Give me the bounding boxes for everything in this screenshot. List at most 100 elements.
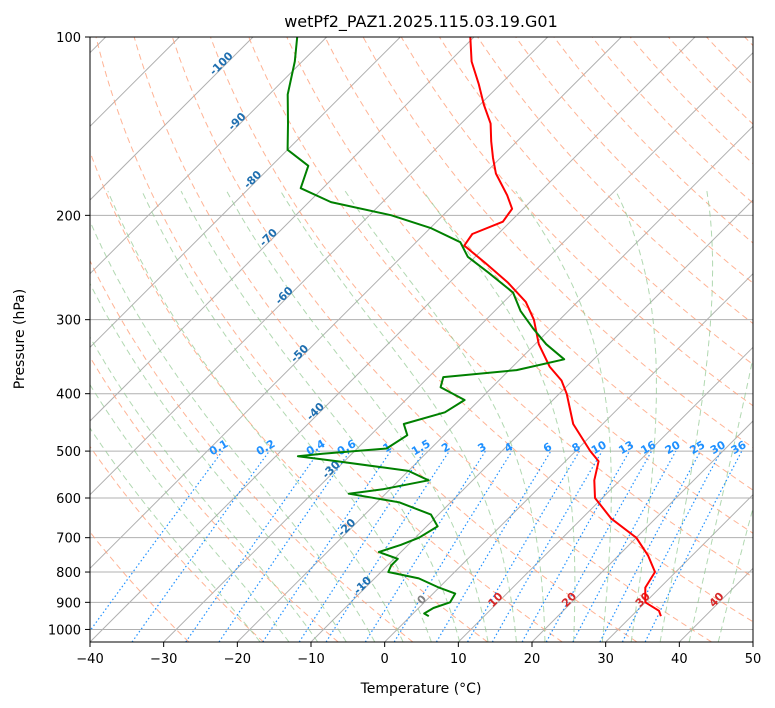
- isotherm-label: -80: [241, 168, 264, 191]
- isotherm-label: -70: [257, 226, 280, 249]
- y-tick-label: 200: [56, 209, 81, 224]
- isotherm-label: 10: [486, 590, 506, 610]
- isotherm-line: [384, 272, 753, 642]
- x-tick-label: −40: [76, 652, 103, 667]
- isotherm-label: 40: [707, 590, 727, 610]
- moist-adiabat: [90, 383, 290, 642]
- isotherm-line: [531, 420, 753, 642]
- x-tick-label: 30: [597, 652, 614, 667]
- y-axis-label: Pressure (hPa): [12, 289, 28, 389]
- isotherm-line: [457, 346, 753, 642]
- mixing-ratio-line: [298, 450, 425, 642]
- mixing-ratio-label: 13: [616, 438, 636, 457]
- dry-adiabat: [629, 37, 753, 165]
- x-tick-label: −20: [224, 652, 251, 667]
- y-tick-label: 400: [56, 388, 81, 403]
- mixing-ratio-label: 4: [502, 440, 515, 455]
- isotherm-line: [90, 37, 696, 642]
- y-tick-label: 1000: [48, 623, 81, 638]
- x-tick-label: 50: [745, 652, 762, 667]
- x-tick-label: −30: [150, 652, 177, 667]
- mixing-ratio-label: 25: [687, 438, 707, 457]
- isotherm-line: [90, 37, 254, 201]
- x-tick-label: 20: [524, 652, 541, 667]
- mixing-ratio-label: 0.1: [207, 437, 230, 458]
- dry-adiabat: [248, 37, 753, 578]
- dry-adiabat: [400, 37, 753, 407]
- mixing-ratio-line: [185, 450, 320, 642]
- mixing-ratio-line: [90, 450, 223, 632]
- isotherm-label: -60: [273, 284, 296, 307]
- dry-adiabat: [210, 37, 753, 623]
- mixing-ratio-line: [599, 450, 702, 642]
- y-tick-label: 300: [56, 314, 81, 329]
- mixing-ratio-line: [393, 450, 513, 642]
- chart-title: wetPf2_PAZ1.2025.115.03.19.G01: [284, 12, 558, 32]
- dry-adiabat: [90, 445, 264, 642]
- moist-adiabat: [180, 190, 461, 642]
- dry-adiabat: [744, 37, 753, 47]
- mixing-ratio-label: 3: [475, 440, 488, 455]
- mixing-ratio-line: [325, 450, 450, 642]
- mixing-ratio-line: [131, 450, 270, 642]
- dry-adiabat: [324, 37, 753, 491]
- isotherm-label: -100: [207, 49, 236, 78]
- mixing-ratio-line: [262, 450, 392, 642]
- x-axis-label: Temperature (°C): [360, 681, 482, 697]
- moist-adiabat: [107, 190, 404, 642]
- y-tick-label: 500: [56, 445, 81, 460]
- moist-adiabat: [90, 220, 376, 642]
- x-tick-label: 40: [671, 652, 688, 667]
- moist-adiabat: [688, 355, 753, 642]
- axes: −40 −30 −20 −10 0 10 20 30 40 5010020030040050060…: [48, 31, 761, 667]
- dry-adiabat: [515, 37, 753, 284]
- x-tick-label: 10: [450, 652, 467, 667]
- y-tick-label: 100: [56, 31, 81, 46]
- moist-adiabat: [615, 190, 657, 642]
- mixing-ratio-line: [218, 450, 351, 642]
- sounding-profiles: [286, 37, 662, 618]
- dewpoint-profile: [286, 37, 566, 618]
- mixing-ratio-line: [521, 450, 631, 642]
- background-lines: [90, 37, 753, 642]
- moist-adiabat: [226, 190, 489, 642]
- dry-adiabat: [362, 37, 753, 449]
- dry-adiabat: [133, 37, 638, 642]
- dry-adiabat: [171, 37, 712, 642]
- moist-adiabat: [344, 190, 546, 642]
- isotherm-line: [90, 37, 622, 570]
- mixing-ratio-line: [435, 450, 552, 642]
- mixing-ratio-line: [572, 450, 677, 642]
- mixing-ratio-label: 20: [663, 438, 683, 457]
- y-tick-label: 800: [56, 566, 81, 581]
- dry-adiabat: [706, 37, 753, 86]
- dry-adiabat: [90, 531, 190, 642]
- y-tick-label: 700: [56, 532, 81, 547]
- isotherm-line: [163, 51, 753, 642]
- y-tick-label: 900: [56, 596, 81, 611]
- moist-adiabat: [659, 191, 714, 642]
- isotherm-line: [90, 37, 549, 496]
- x-tick-label: −10: [297, 652, 324, 667]
- moist-adiabat: [280, 190, 517, 642]
- moist-adiabat: [90, 427, 261, 642]
- isotherm-line: [236, 125, 753, 642]
- moist-adiabat: [90, 282, 347, 642]
- dry-adiabat: [95, 37, 563, 642]
- isotherm-label: -20: [335, 516, 358, 539]
- mixing-ratio-label: 16: [638, 438, 658, 457]
- isotherm-label: -90: [225, 110, 248, 133]
- dry-adiabat: [90, 150, 488, 642]
- mixing-ratio-label: 0.6: [335, 437, 359, 458]
- isotherm-label: 20: [559, 590, 579, 610]
- isotherm-line: [90, 37, 328, 275]
- x-tick-label: 0: [381, 652, 389, 667]
- isotherm-label: -40: [304, 400, 327, 423]
- mixing-ratio-label: 30: [708, 438, 728, 457]
- dry-adiabat: [477, 37, 753, 325]
- isotherm-line: [752, 641, 753, 642]
- mixing-ratio-label: 8: [570, 440, 583, 455]
- isotherm-line: [90, 37, 475, 422]
- dry-adiabat: [90, 259, 414, 642]
